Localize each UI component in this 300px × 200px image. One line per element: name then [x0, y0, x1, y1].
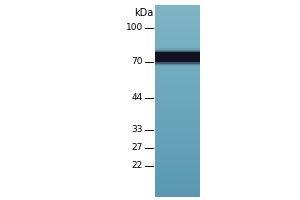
Text: 44: 44	[132, 94, 143, 102]
Text: 33: 33	[131, 126, 143, 134]
Text: 22: 22	[132, 162, 143, 170]
Text: kDa: kDa	[134, 8, 153, 18]
Text: 100: 100	[126, 23, 143, 32]
Text: 70: 70	[131, 58, 143, 66]
Text: 27: 27	[132, 144, 143, 152]
